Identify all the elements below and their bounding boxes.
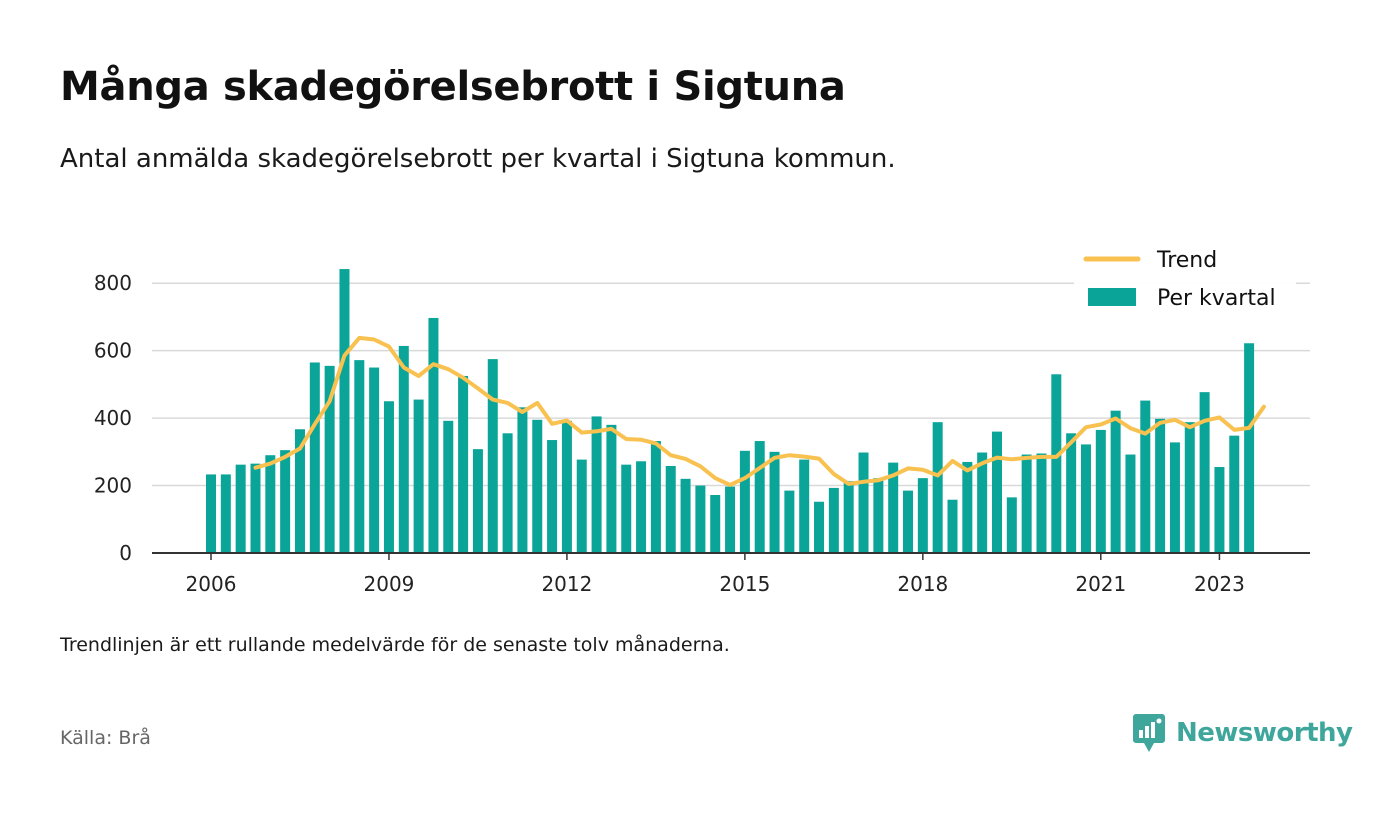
trend-footnote: Trendlinjen är ett rullande medelvärde f… [60,634,730,656]
bar-line-chart: 0 200 400 600 800 2006 2009 2012 2015 2018 2021 202… [93,238,1310,596]
bar [547,440,558,553]
bar [962,461,973,553]
bar [888,462,899,553]
bar [591,416,602,553]
bar [206,474,216,553]
bar [695,485,706,553]
bar [443,420,454,553]
bar [665,466,676,553]
bar [754,441,765,553]
bar [1155,418,1166,553]
bar [873,478,884,553]
bar [369,367,380,553]
source-credit: Källa: Brå [60,727,151,749]
bar [1214,467,1225,553]
bar [265,455,276,553]
bar [1140,400,1151,553]
bar [561,420,572,553]
bar [1199,392,1210,553]
bar [650,441,661,553]
bar [413,399,424,553]
bar [398,345,409,553]
bar [784,490,795,553]
newsworthy-logo-icon [1133,714,1165,752]
bar [458,375,469,553]
bar [725,486,736,553]
bar [1125,454,1136,553]
bar [1080,444,1091,553]
bar [339,269,350,553]
bar [903,490,914,553]
bar [502,433,513,553]
bar [947,499,958,553]
bar [383,401,394,553]
bar [472,449,483,553]
x-tick-label: 2023 [1194,572,1245,596]
x-tick-label: 2006 [186,572,237,596]
bar [1006,497,1017,553]
bar [294,429,305,553]
y-tick-label: 600 [94,339,132,363]
bar [1066,433,1077,553]
bar [220,474,231,553]
x-tick-label: 2015 [719,572,770,596]
bar [1169,442,1180,553]
bar [1021,454,1032,553]
bar [739,450,750,553]
bar [1184,422,1195,553]
y-tick-label: 0 [119,541,132,565]
legend-background [1074,238,1296,324]
legend-bar-label: Per kvartal [1157,286,1276,311]
bar [309,362,320,553]
newsworthy-brand[interactable]: Newsworthy [1132,712,1353,754]
brand-name: Newsworthy [1176,718,1353,748]
bar [917,478,928,553]
bar [799,459,810,553]
bar [621,464,632,553]
bar [606,424,617,553]
bar [1244,343,1255,553]
bar [843,481,854,553]
chart-subtitle: Antal anmälda skadegörelsebrott per kvar… [60,144,896,174]
y-tick-label: 200 [94,474,132,498]
x-tick-label: 2012 [541,572,592,596]
chart-title: Många skadegörelsebrott i Sigtuna [60,64,846,110]
bar [517,407,528,553]
y-tick-label: 800 [94,271,132,295]
bar [576,459,587,553]
bar [235,464,246,553]
bar [1036,453,1047,553]
bar [532,419,543,553]
bar [680,478,691,553]
bar [769,451,780,553]
bar [354,360,365,553]
bar [991,431,1002,553]
bar [1229,435,1240,553]
bar [710,495,721,553]
bar [977,452,988,553]
bar [828,487,839,553]
bar [636,461,647,553]
legend-trend-label: Trend [1156,248,1217,273]
x-tick-label: 2021 [1075,572,1126,596]
bar [814,501,825,553]
x-tick-label: 2009 [364,572,415,596]
bar [324,365,335,553]
x-tick-label: 2018 [897,572,948,596]
bar [932,422,943,553]
bar [1110,410,1121,553]
bar [1051,374,1062,553]
bar [487,359,498,553]
legend-bar-swatch [1088,288,1136,306]
y-tick-label: 400 [94,406,132,430]
bar [250,463,261,553]
trend-line [253,335,1266,487]
bar [1095,429,1106,553]
bar [428,317,439,553]
bar [858,452,869,553]
bar [280,450,291,553]
